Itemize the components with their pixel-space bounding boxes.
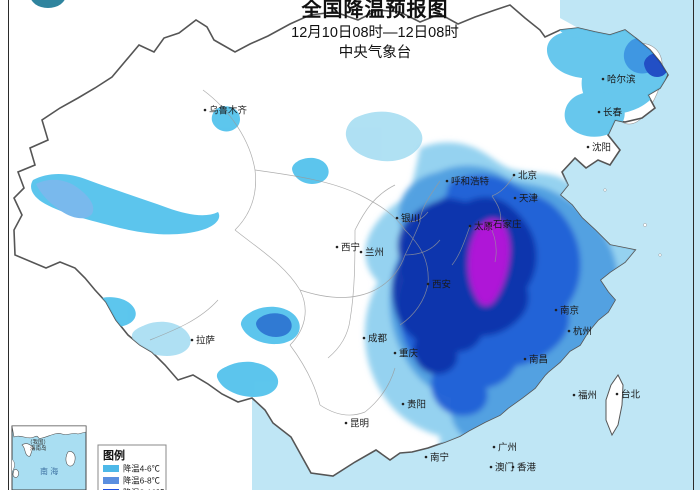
svg-text:银川: 银川 <box>401 213 420 225</box>
svg-text:天津: 天津 <box>519 194 539 205</box>
svg-text:乌鲁木齐: 乌鲁木齐 <box>209 105 248 117</box>
svg-text:海南岛: 海南岛 <box>30 444 47 452</box>
svg-text:哈尔滨: 哈尔滨 <box>607 74 636 86</box>
svg-text:南 海: 南 海 <box>40 466 58 476</box>
svg-text:重庆: 重庆 <box>399 348 419 360</box>
svg-text:长春: 长春 <box>603 107 623 119</box>
svg-text:西宁: 西宁 <box>341 242 360 254</box>
svg-text:广州: 广州 <box>498 442 517 454</box>
svg-text:福州: 福州 <box>578 390 597 402</box>
svg-text:西安: 西安 <box>432 279 451 291</box>
svg-text:兰州: 兰州 <box>365 247 384 259</box>
svg-text:石家庄: 石家庄 <box>493 219 522 231</box>
svg-text:图例: 图例 <box>103 448 125 462</box>
svg-text:杭州: 杭州 <box>573 326 592 338</box>
svg-text:沈阳: 沈阳 <box>592 142 611 154</box>
svg-text:降温6-8℃: 降温6-8℃ <box>123 476 160 486</box>
svg-text:香港: 香港 <box>517 462 537 474</box>
svg-text:南京: 南京 <box>560 305 579 317</box>
svg-text:贵阳: 贵阳 <box>407 399 426 411</box>
svg-text:澳门: 澳门 <box>495 462 514 474</box>
svg-text:拉萨: 拉萨 <box>196 335 216 347</box>
svg-text:台北: 台北 <box>621 389 641 401</box>
svg-text:北京: 北京 <box>518 170 537 182</box>
svg-text:降温4-6℃: 降温4-6℃ <box>123 464 160 474</box>
svg-text:昆明: 昆明 <box>350 419 369 430</box>
svg-text:成都: 成都 <box>368 333 388 345</box>
svg-text:呼和浩特: 呼和浩特 <box>451 176 490 188</box>
svg-text:南昌: 南昌 <box>529 354 548 366</box>
svg-text:太原: 太原 <box>474 221 493 233</box>
svg-text:南宁: 南宁 <box>430 452 449 464</box>
svg-text:（我国）: （我国） <box>27 438 49 446</box>
